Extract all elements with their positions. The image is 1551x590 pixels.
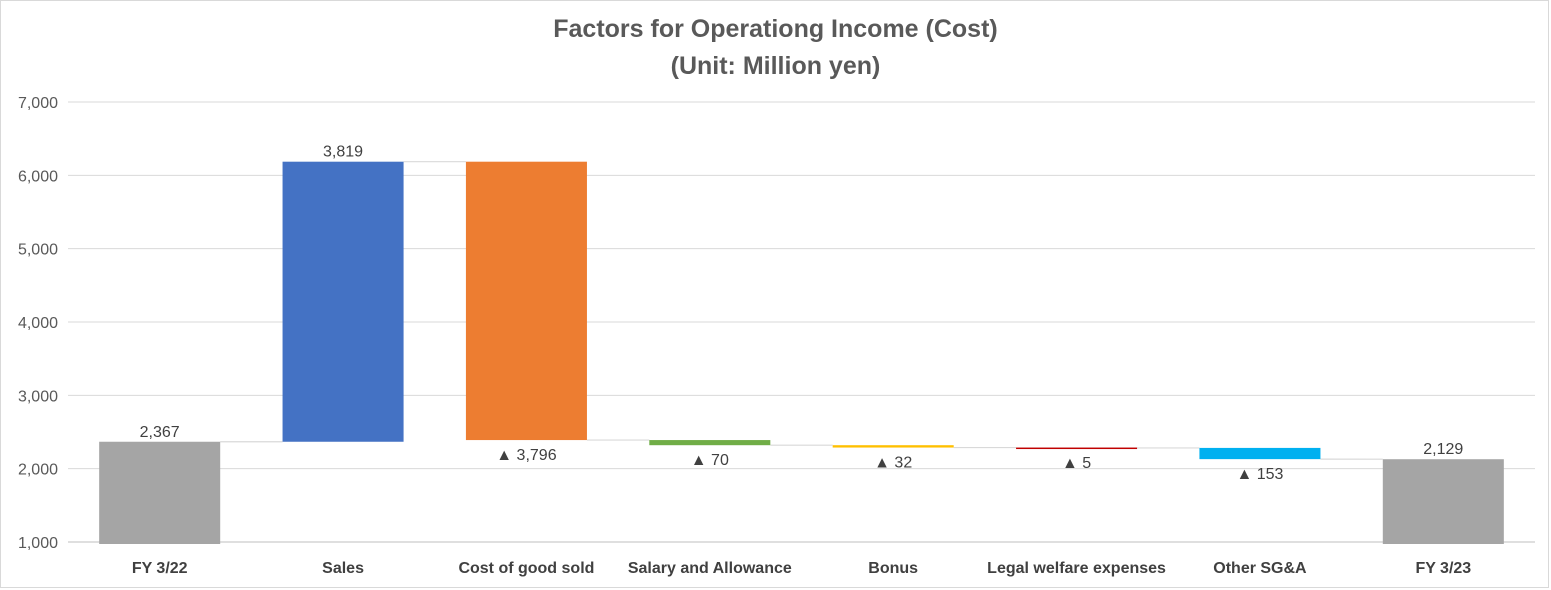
bars (99, 161, 1504, 544)
y-axis: 1,000 2,000 3,000 4,000 5,000 6,000 7,000 (18, 95, 58, 552)
data-label: 2,129 (1423, 441, 1463, 458)
bar (1382, 459, 1504, 544)
chart-title: Factors for Operationg Income (Cost) (553, 15, 998, 43)
x-category-label: FY 3/22 (132, 560, 188, 577)
data-label: ▲ 32 (874, 455, 912, 472)
chart-subtitle: (Unit: Million yen) (670, 52, 881, 80)
x-axis: FY 3/22 Sales Cost of good sold Salary and … (132, 560, 1471, 577)
x-category-label: Sales (322, 560, 364, 577)
bar (99, 441, 221, 544)
connector-lines (220, 161, 1383, 460)
x-category-label: Other SG&A (1213, 560, 1307, 577)
bar (1016, 447, 1138, 450)
data-label: 2,367 (140, 424, 180, 441)
bar (1199, 447, 1321, 460)
data-label: ▲ 70 (691, 452, 729, 469)
data-label: 3,819 (323, 144, 363, 161)
x-category-label: Bonus (868, 560, 918, 577)
bar (649, 440, 771, 446)
y-tick-label: 1,000 (18, 535, 58, 552)
y-tick-label: 4,000 (18, 315, 58, 332)
y-tick-label: 5,000 (18, 242, 58, 259)
x-category-label: Cost of good sold (458, 560, 594, 577)
data-label: ▲ 153 (1236, 466, 1283, 483)
bar (282, 161, 404, 442)
bar (832, 445, 954, 448)
x-category-label: FY 3/23 (1415, 560, 1471, 577)
bar (465, 161, 587, 441)
y-tick-label: 6,000 (18, 168, 58, 185)
x-category-label: Legal welfare expenses (987, 560, 1166, 577)
y-tick-label: 2,000 (18, 462, 58, 479)
data-label: ▲ 5 (1062, 455, 1091, 472)
data-label: ▲ 3,796 (496, 447, 556, 464)
data-labels: 2,367 3,819 ▲ 3,796 ▲ 70 ▲ 32 ▲ 5 ▲ 153 2,129 (140, 144, 1464, 483)
x-category-label: Salary and Allowance (628, 560, 792, 577)
y-tick-label: 3,000 (18, 388, 58, 405)
y-tick-label: 7,000 (18, 95, 58, 112)
